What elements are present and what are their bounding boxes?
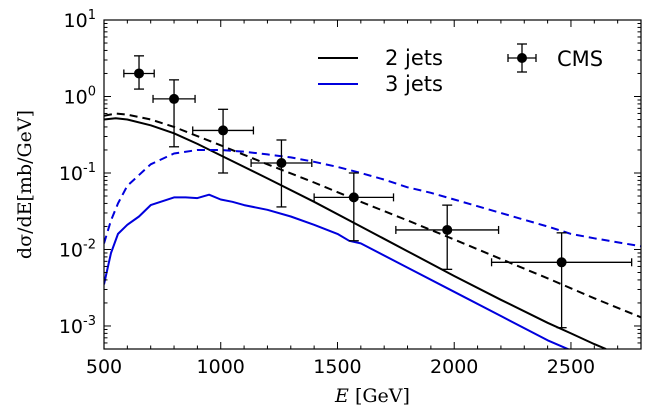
- data-marker: [442, 224, 453, 235]
- data-marker: [556, 257, 567, 268]
- y-tick-label: 10-2: [59, 237, 96, 261]
- y-axis-label: dσ/dE[mb/GeV]: [14, 110, 36, 259]
- data-marker: [134, 68, 145, 79]
- cms-data-point: [152, 79, 196, 148]
- y-tick-base: 10: [59, 316, 83, 338]
- series-line-3: [104, 193, 571, 349]
- cms-data-point: [313, 172, 395, 242]
- data-points-layer: [123, 55, 633, 329]
- series-line-2: [104, 112, 641, 319]
- y-tick-label: 10-1: [59, 161, 96, 185]
- x-label-symbol: E: [334, 385, 349, 407]
- curves-layer: [104, 112, 641, 349]
- y-tick-exponent: -2: [83, 237, 96, 252]
- y-tick-label: 101: [64, 8, 96, 32]
- y-tick-base: 10: [64, 10, 88, 32]
- y-tick-base: 10: [59, 163, 83, 185]
- y-tick-label: 10-3: [59, 314, 96, 338]
- legend-label-cms: CMS: [557, 47, 603, 71]
- y-tick-exponent: -1: [83, 161, 96, 176]
- y-tick-label: 100: [64, 84, 96, 108]
- legend-label-1: 2 jets: [385, 46, 443, 70]
- x-tick-label: 1000: [197, 356, 245, 378]
- x-tick-label: 2000: [430, 356, 478, 378]
- series-line-1: [104, 117, 607, 349]
- x-label-unit: [GeV]: [349, 385, 410, 407]
- y-tick-base: 10: [59, 239, 83, 261]
- cms-data-point: [250, 139, 313, 208]
- legend-cms-marker: [517, 53, 527, 63]
- cms-data-point: [123, 55, 155, 90]
- x-tick-label: 500: [86, 356, 122, 378]
- series-line-4: [104, 149, 641, 248]
- data-marker: [348, 192, 359, 203]
- data-marker: [169, 93, 180, 104]
- y-tick-exponent: 1: [88, 8, 96, 23]
- y-tick-base: 10: [64, 86, 88, 108]
- data-marker: [218, 125, 229, 136]
- y-tick-exponent: -3: [83, 314, 96, 329]
- legend-label-2: 3 jets: [385, 72, 443, 96]
- x-tick-label: 1500: [313, 356, 361, 378]
- data-marker: [276, 158, 287, 169]
- y-tick-exponent: 0: [88, 84, 96, 99]
- x-tick-label: 2500: [547, 356, 595, 378]
- cms-data-point: [192, 108, 255, 174]
- cms-data-point: [490, 232, 633, 329]
- cms-data-point: [395, 204, 500, 270]
- x-axis-label: E [GeV]: [334, 385, 410, 407]
